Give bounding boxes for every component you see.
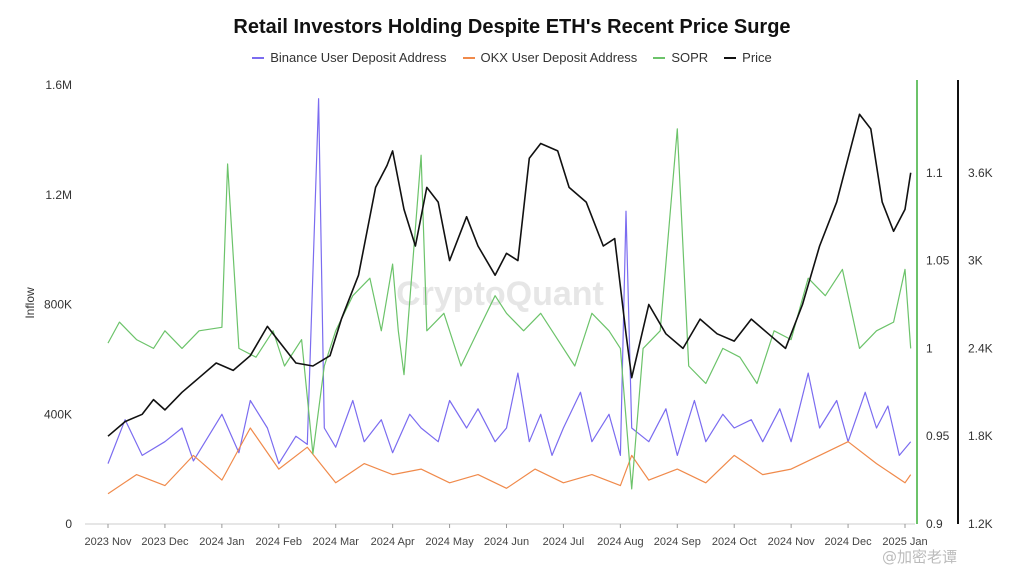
legend-swatch-okx [462, 56, 475, 59]
y-axis-label: Inflow [23, 287, 37, 319]
x-tick-label: 2024 Oct [712, 536, 757, 548]
x-tick-label: 2024 Aug [597, 536, 644, 548]
y-tick-inflow: 0 [65, 517, 72, 531]
y-tick-inflow: 1.6M [45, 78, 72, 92]
x-tick-label: 2024 May [425, 536, 474, 548]
attribution-watermark: @加密老谭 [882, 548, 958, 566]
y-tick-sopr: 0.95 [926, 429, 950, 443]
series-layer [107, 98, 912, 495]
y-tick-sopr: 1.05 [926, 254, 950, 268]
legend-swatch-sopr [653, 56, 666, 59]
legend-swatch-binance [252, 56, 265, 59]
y-tick-inflow: 1.2M [45, 188, 72, 202]
y-tick-price: 1.8K [968, 429, 993, 443]
legend-label-sopr: SOPR [671, 50, 709, 65]
y-tick-price: 2.4K [968, 341, 993, 355]
series-line-okx-user-deposit-address [107, 427, 912, 495]
x-tick-label: 2023 Dec [141, 536, 189, 548]
legend-item-okx[interactable]: OKX User Deposit Address [462, 50, 638, 65]
series-line-binance-user-deposit-address [107, 98, 912, 465]
legend-label-okx: OKX User Deposit Address [480, 50, 638, 65]
legend-item-price[interactable]: Price [724, 50, 772, 65]
x-tick-label: 2024 Jun [484, 536, 529, 548]
legend-label-binance: Binance User Deposit Address [270, 50, 447, 65]
x-tick-label: 2024 Mar [312, 536, 359, 548]
y-tick-inflow: 800K [44, 298, 72, 312]
axes: 0 400K 800K 1.2M 1.6M 0.9 0.95 1 1.05 1.1 1.2K 1.8K… [44, 78, 993, 548]
y-tick-sopr: 1.1 [926, 166, 943, 180]
x-tick-label: 2024 Jan [199, 536, 244, 548]
x-tick-label: 2024 Apr [371, 536, 415, 548]
legend: Binance User Deposit Address OKX User De… [0, 50, 1024, 65]
series-line-sopr [107, 128, 912, 490]
x-tick-label: 2024 Nov [768, 536, 816, 548]
series-line-price [107, 113, 912, 437]
x-tick-label: 2024 Feb [256, 536, 302, 548]
legend-swatch-price [724, 56, 737, 59]
x-tick-label: 2024 Dec [825, 536, 873, 548]
legend-item-sopr[interactable]: SOPR [653, 50, 708, 65]
y-tick-sopr: 0.9 [926, 517, 943, 531]
y-tick-price: 1.2K [968, 517, 993, 531]
x-tick-label: 2024 Jul [543, 536, 585, 548]
chart-title: Retail Investors Holding Despite ETH's R… [233, 16, 791, 38]
y-tick-sopr: 1 [926, 341, 933, 355]
x-tick-label: 2025 Jan [882, 536, 927, 548]
y-tick-inflow: 400K [44, 407, 72, 421]
legend-label-price: Price [742, 50, 772, 65]
y-tick-price: 3.6K [968, 166, 993, 180]
x-tick-label: 2024 Sep [654, 536, 701, 548]
y-tick-price: 3K [968, 254, 983, 268]
legend-item-binance[interactable]: Binance User Deposit Address [252, 50, 447, 65]
watermark: CryptoQuant [396, 275, 604, 313]
x-tick-label: 2023 Nov [84, 536, 132, 548]
